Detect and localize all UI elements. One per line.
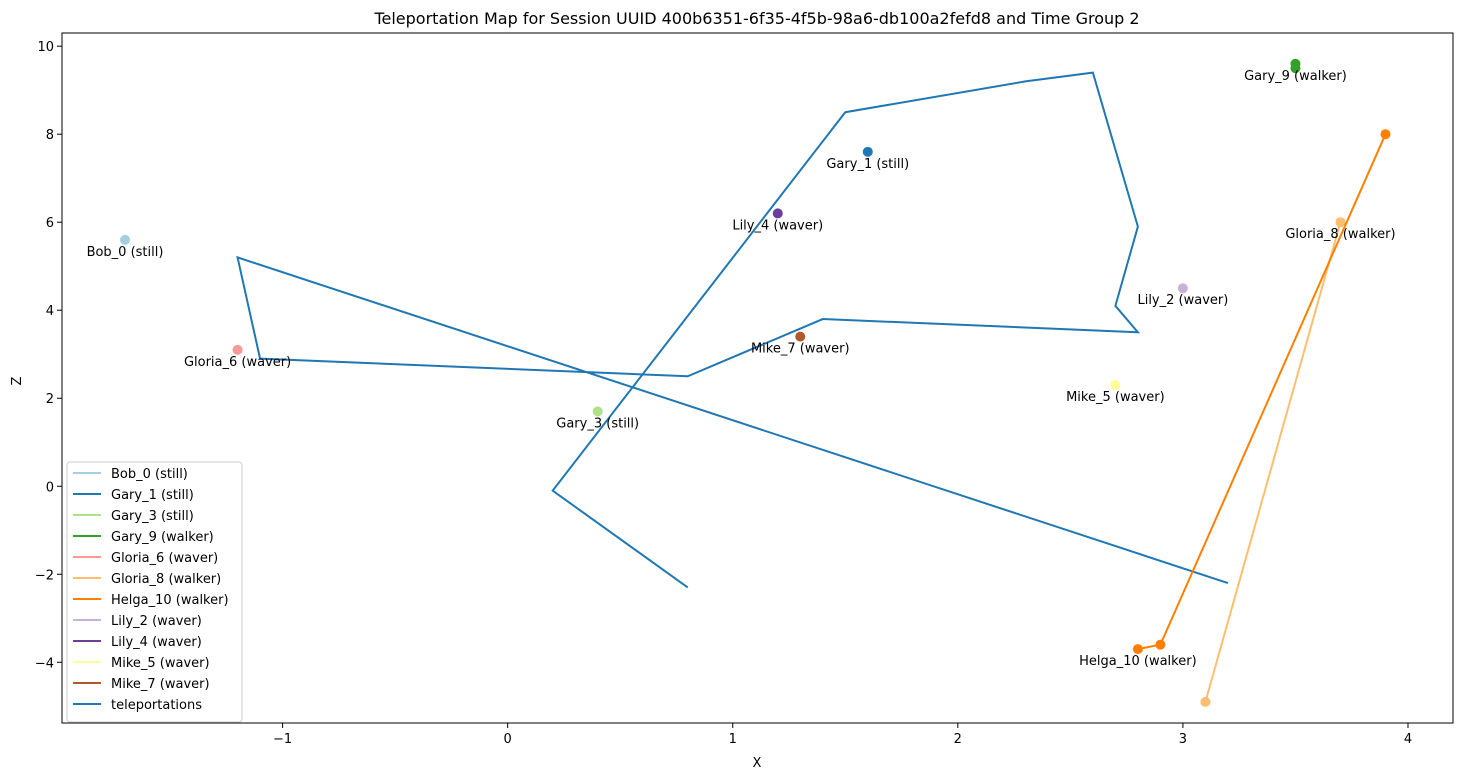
x-tick-label: 3 (1179, 732, 1187, 747)
data-point-helga-10-walker-1 (1155, 639, 1166, 650)
point-label-gary-3-still: Gary_3 (still) (556, 416, 639, 431)
x-tick-label: 2 (954, 732, 962, 747)
y-tick-label: 10 (37, 40, 54, 55)
data-point-gloria-8-walker-0 (1335, 217, 1346, 228)
data-point-gary-3-still-0 (592, 406, 603, 417)
legend-label-gloria-6-waver: Gloria_6 (waver) (111, 551, 218, 566)
plot-frame (61, 32, 1454, 724)
data-point-gloria-6-waver-0 (232, 344, 243, 355)
legend-label-bob-0-still: Bob_0 (still) (111, 467, 188, 482)
data-point-gary-1-still-0 (862, 146, 873, 157)
y-tick-label: 0 (46, 480, 54, 495)
point-label-bob-0-still: Bob_0 (still) (87, 245, 164, 260)
data-point-helga-10-walker-2 (1132, 644, 1143, 655)
data-point-mike-7-waver-0 (795, 331, 806, 342)
legend-label-lily-2-waver: Lily_2 (waver) (111, 614, 202, 629)
plot-area: Bob_0 (still) Gary_1 (still) Gary_3 (still… (61, 32, 1454, 724)
x-tick-label: 0 (504, 732, 512, 747)
data-point-bob-0-still-0 (120, 234, 131, 245)
legend-label-gary-1-still: Gary_1 (still) (111, 488, 194, 503)
chart-title: Teleportation Map for Session UUID 400b6… (373, 9, 1139, 28)
data-point-helga-10-walker-0 (1380, 129, 1391, 140)
x-tick-label: 1 (729, 732, 737, 747)
point-label-mike-5-waver: Mike_5 (waver) (1066, 390, 1165, 405)
y-tick-label: 8 (46, 128, 54, 143)
y-tick-label: −4 (35, 656, 54, 671)
point-label-gary-1-still: Gary_1 (still) (826, 157, 909, 172)
point-label-gary-9-walker: Gary_9 (walker) (1244, 69, 1347, 84)
y-tick-label: 4 (46, 304, 54, 319)
legend-label-gary-3-still: Gary_3 (still) (111, 509, 194, 524)
legend-label-mike-7-waver: Mike_7 (waver) (111, 677, 210, 692)
data-point-gary-9-walker-1 (1290, 63, 1301, 74)
x-axis-ticks: −1 0 1 2 3 4 (273, 723, 1412, 747)
legend: Bob_0 (still) Gary_1 (still) Gary_3 (still… (66, 461, 243, 723)
x-tick-label: −1 (273, 732, 292, 747)
series-line-gloria-8-walker (1204, 221, 1342, 703)
data-point-lily-4-waver-0 (772, 208, 783, 219)
x-tick-label: 4 (1404, 732, 1412, 747)
legend-label-lily-4-waver: Lily_4 (waver) (111, 635, 202, 650)
legend-label-teleportations: teleportations (111, 698, 202, 713)
series-line-helga-10-walker (1137, 133, 1387, 651)
point-label-lily-2-waver: Lily_2 (waver) (1137, 293, 1228, 308)
point-label-gloria-6-waver: Gloria_6 (waver) (184, 355, 291, 370)
y-tick-label: −2 (35, 568, 54, 583)
data-point-lily-2-waver-0 (1177, 283, 1188, 294)
y-axis-label: Z (10, 376, 25, 385)
legend-label-helga-10-walker: Helga_10 (walker) (111, 593, 229, 608)
y-tick-label: 2 (46, 392, 54, 407)
point-label-helga-10-walker: Helga_10 (walker) (1079, 654, 1197, 669)
point-label-mike-7-waver: Mike_7 (waver) (751, 342, 850, 357)
legend-label-gloria-8-walker: Gloria_8 (walker) (111, 572, 221, 587)
y-tick-label: 6 (46, 216, 54, 231)
data-point-gloria-8-walker-1 (1200, 696, 1211, 707)
legend-label-gary-9-walker: Gary_9 (walker) (111, 530, 214, 545)
legend-label-mike-5-waver: Mike_5 (waver) (111, 656, 210, 671)
legend-frame (66, 461, 243, 723)
point-label-lily-4-waver: Lily_4 (waver) (732, 218, 823, 233)
teleportation-path (236, 71, 1229, 589)
data-point-mike-5-waver-0 (1110, 380, 1121, 391)
x-axis-label: X (753, 756, 762, 771)
y-axis-ticks: −4 −2 0 2 4 6 8 10 (35, 40, 62, 671)
